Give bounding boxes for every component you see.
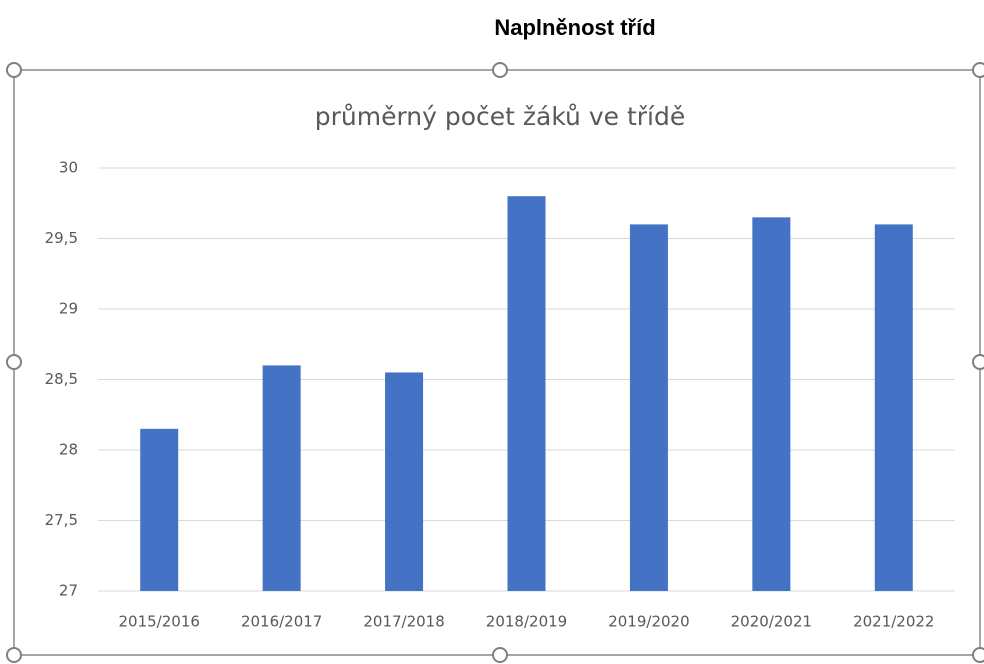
handle[interactable] — [6, 354, 22, 370]
y-tick-label: 29 — [59, 300, 78, 318]
bar — [140, 428, 179, 591]
y-tick-label: 28,5 — [45, 370, 78, 388]
x-tick-label: 2016/2017 — [241, 613, 322, 631]
y-tick-label: 29,5 — [45, 229, 78, 247]
handle[interactable] — [6, 647, 22, 663]
handle[interactable] — [492, 647, 508, 663]
y-tick-label: 27 — [59, 582, 78, 600]
y-tick-label: 28 — [59, 441, 78, 459]
handle[interactable] — [972, 62, 984, 78]
x-tick-label: 2020/2021 — [731, 613, 812, 631]
bar — [262, 365, 301, 591]
bar — [507, 196, 546, 591]
x-tick-label: 2015/2016 — [119, 613, 200, 631]
bar — [874, 224, 913, 591]
handle[interactable] — [492, 62, 508, 78]
x-tick-label: 2021/2022 — [853, 613, 934, 631]
x-tick-label: 2017/2018 — [363, 613, 444, 631]
y-tick-label: 30 — [59, 159, 78, 177]
page-heading: Naplněnost tříd — [494, 15, 655, 40]
bar — [752, 217, 791, 591]
x-tick-label: 2019/2020 — [608, 613, 689, 631]
handle[interactable] — [972, 647, 984, 663]
handle[interactable] — [6, 62, 22, 78]
handle[interactable] — [972, 354, 984, 370]
y-tick-label: 27,5 — [45, 511, 78, 529]
bar — [629, 224, 668, 591]
bar — [385, 372, 424, 591]
x-tick-label: 2018/2019 — [486, 613, 567, 631]
chart-title: průměrný počet žáků ve třídě — [315, 102, 686, 131]
selection-handles — [6, 62, 984, 663]
